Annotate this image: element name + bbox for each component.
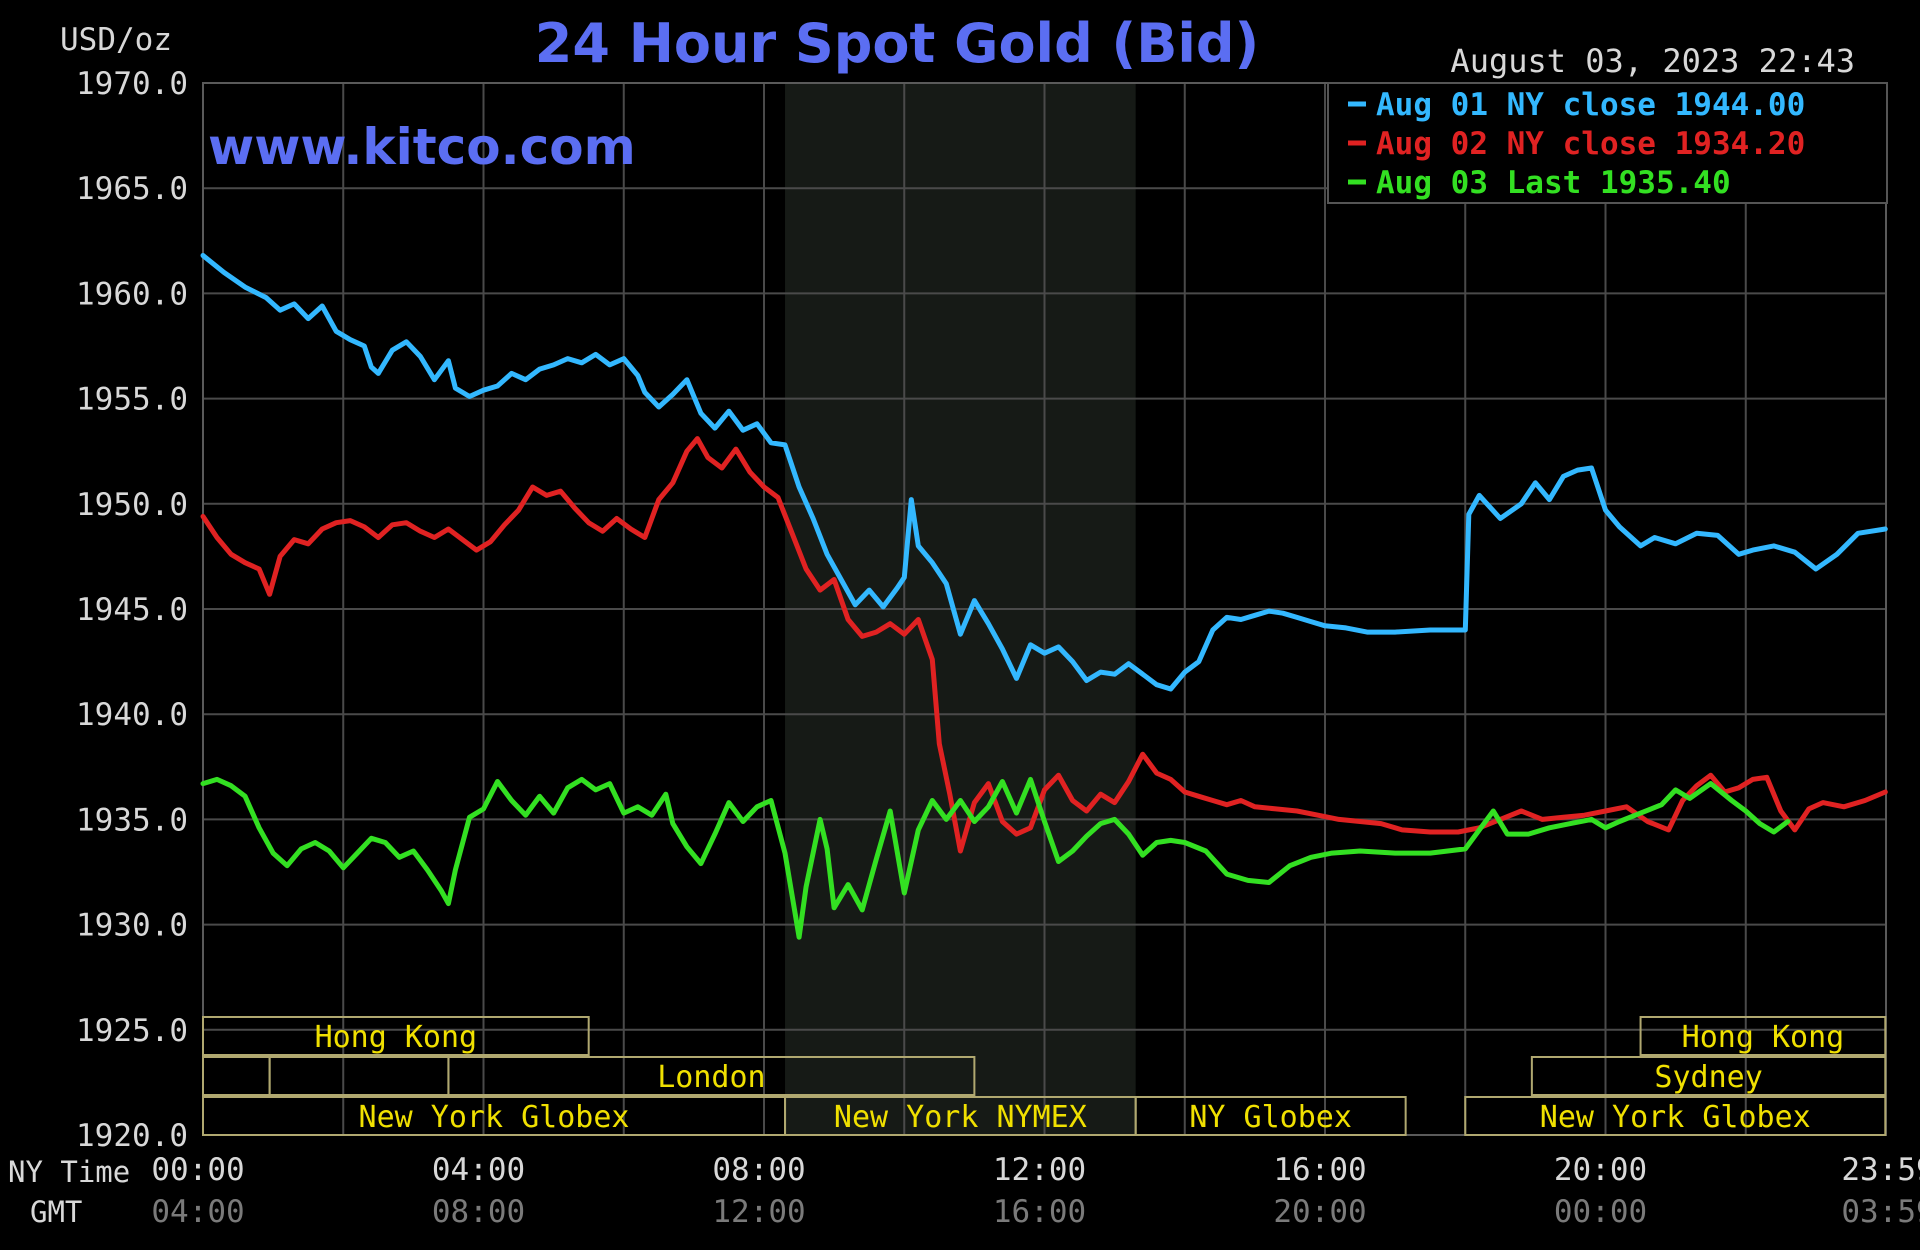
session-label: Hong Kong [1682, 1020, 1845, 1055]
x-tick-label-ny: 08:00 [712, 1152, 805, 1188]
legend-entry: Aug 02 NY close 1934.20 [1376, 126, 1805, 162]
x-tick-label-gmt: 08:00 [432, 1194, 525, 1230]
session-label: New York NYMEX [834, 1100, 1087, 1135]
session-label: New York Globex [359, 1100, 630, 1135]
y-tick-label: 1920.0 [76, 1118, 188, 1154]
series-line-aug-02 [200, 436, 1888, 854]
y-tick-label: 1955.0 [76, 382, 188, 418]
session-box [1134, 1096, 1407, 1136]
y-tick-label: 1960.0 [76, 276, 188, 312]
session-box [447, 1056, 976, 1096]
x-tick-label-gmt: 20:00 [1273, 1194, 1366, 1230]
legend-entry: Aug 01 NY close 1944.00 [1376, 87, 1805, 123]
timestamp: August 03, 2023 22:43 [1450, 42, 1855, 80]
y-tick-label: 1950.0 [76, 487, 188, 523]
x-tick-label-ny: 20:00 [1554, 1152, 1647, 1188]
series-line-aug-03 [200, 776, 1791, 940]
session-label: Sydney [1654, 1060, 1762, 1095]
x-tick-label-gmt: 16:00 [993, 1194, 1086, 1230]
x-tick-label-ny: 00:00 [151, 1152, 244, 1188]
legend-entry: Aug 03 Last 1935.40 [1376, 165, 1731, 201]
x-tick-label-gmt: 03:59 [1841, 1194, 1920, 1230]
x-tick-label-ny: 04:00 [432, 1152, 525, 1188]
y-tick-label: 1965.0 [76, 171, 188, 207]
y-tick-label: 1935.0 [76, 802, 188, 838]
session-label: Hong Kong [315, 1020, 478, 1055]
y-tick-label: 1940.0 [76, 697, 188, 733]
x-row-label-gmt: GMT [30, 1195, 82, 1229]
x-tick-label-ny: 12:00 [993, 1152, 1086, 1188]
x-tick-label-gmt: 04:00 [151, 1194, 244, 1230]
session-box [1464, 1096, 1887, 1136]
x-row-label-ny: NY Time [8, 1155, 130, 1189]
y-tick-label: 1970.0 [76, 66, 188, 102]
series-line-aug-01 [200, 253, 1888, 692]
y-tick-label: 1945.0 [76, 592, 188, 628]
x-tick-label-gmt: 00:00 [1554, 1194, 1647, 1230]
session-box [1639, 1016, 1887, 1056]
session-label: London [657, 1060, 765, 1095]
x-tick-label-gmt: 12:00 [712, 1194, 805, 1230]
session-label: New York Globex [1540, 1100, 1811, 1135]
x-tick-label-ny: 23:59 [1841, 1152, 1920, 1188]
session-box [1530, 1056, 1887, 1096]
x-tick-label-ny: 16:00 [1273, 1152, 1366, 1188]
y-tick-label: 1925.0 [76, 1013, 188, 1049]
unit-label: USD/oz [60, 22, 172, 58]
watermark: www.kitco.com [208, 118, 636, 176]
chart-title: 24 Hour Spot Gold (Bid) [535, 12, 1259, 75]
y-tick-label: 1930.0 [76, 908, 188, 944]
session-box [202, 1016, 590, 1056]
session-label: NY Globex [1189, 1100, 1352, 1135]
